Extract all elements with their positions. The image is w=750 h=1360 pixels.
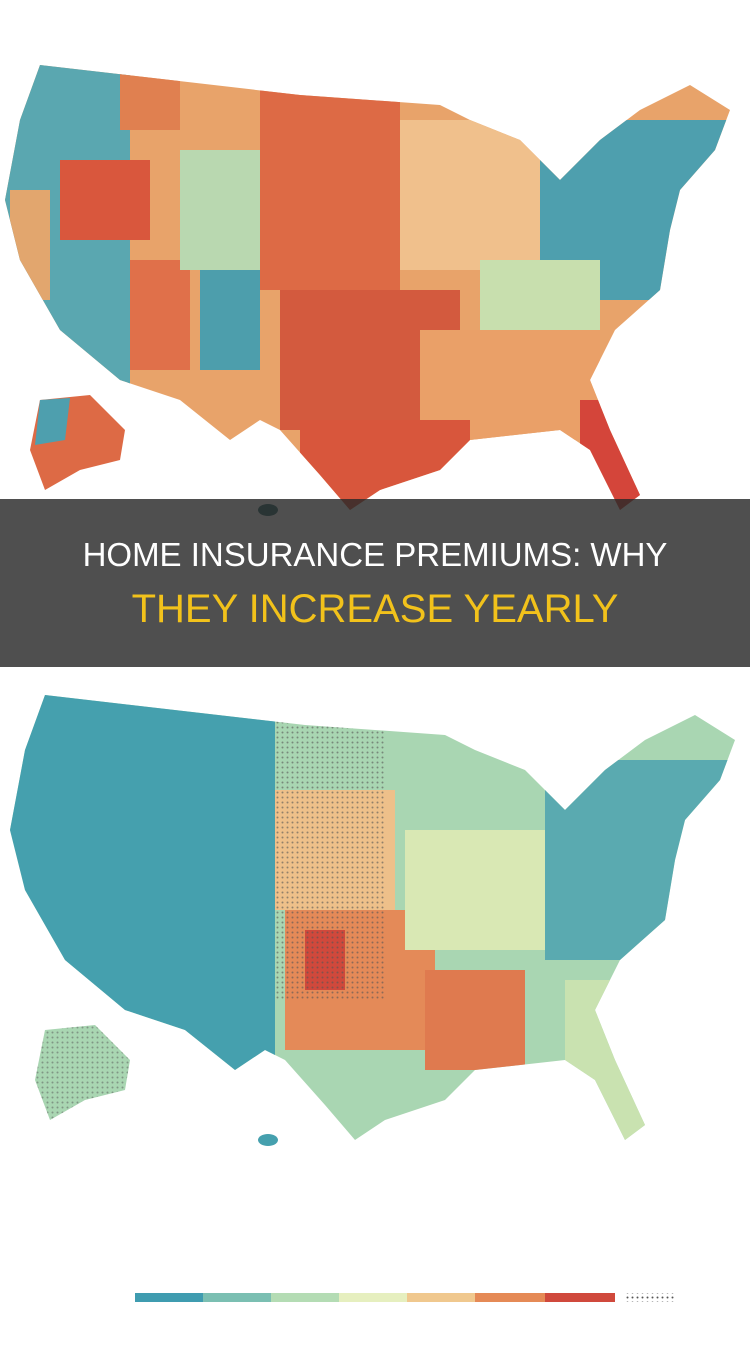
map-premiums <box>5 65 730 516</box>
title-line-2: THEY INCREASE YEARLY <box>132 587 619 631</box>
title-banner <box>0 499 750 667</box>
map-changes <box>10 695 735 1146</box>
legend-scale <box>135 1293 674 1302</box>
title-line-1: HOME INSURANCE PREMIUMS: WHY <box>83 536 668 573</box>
